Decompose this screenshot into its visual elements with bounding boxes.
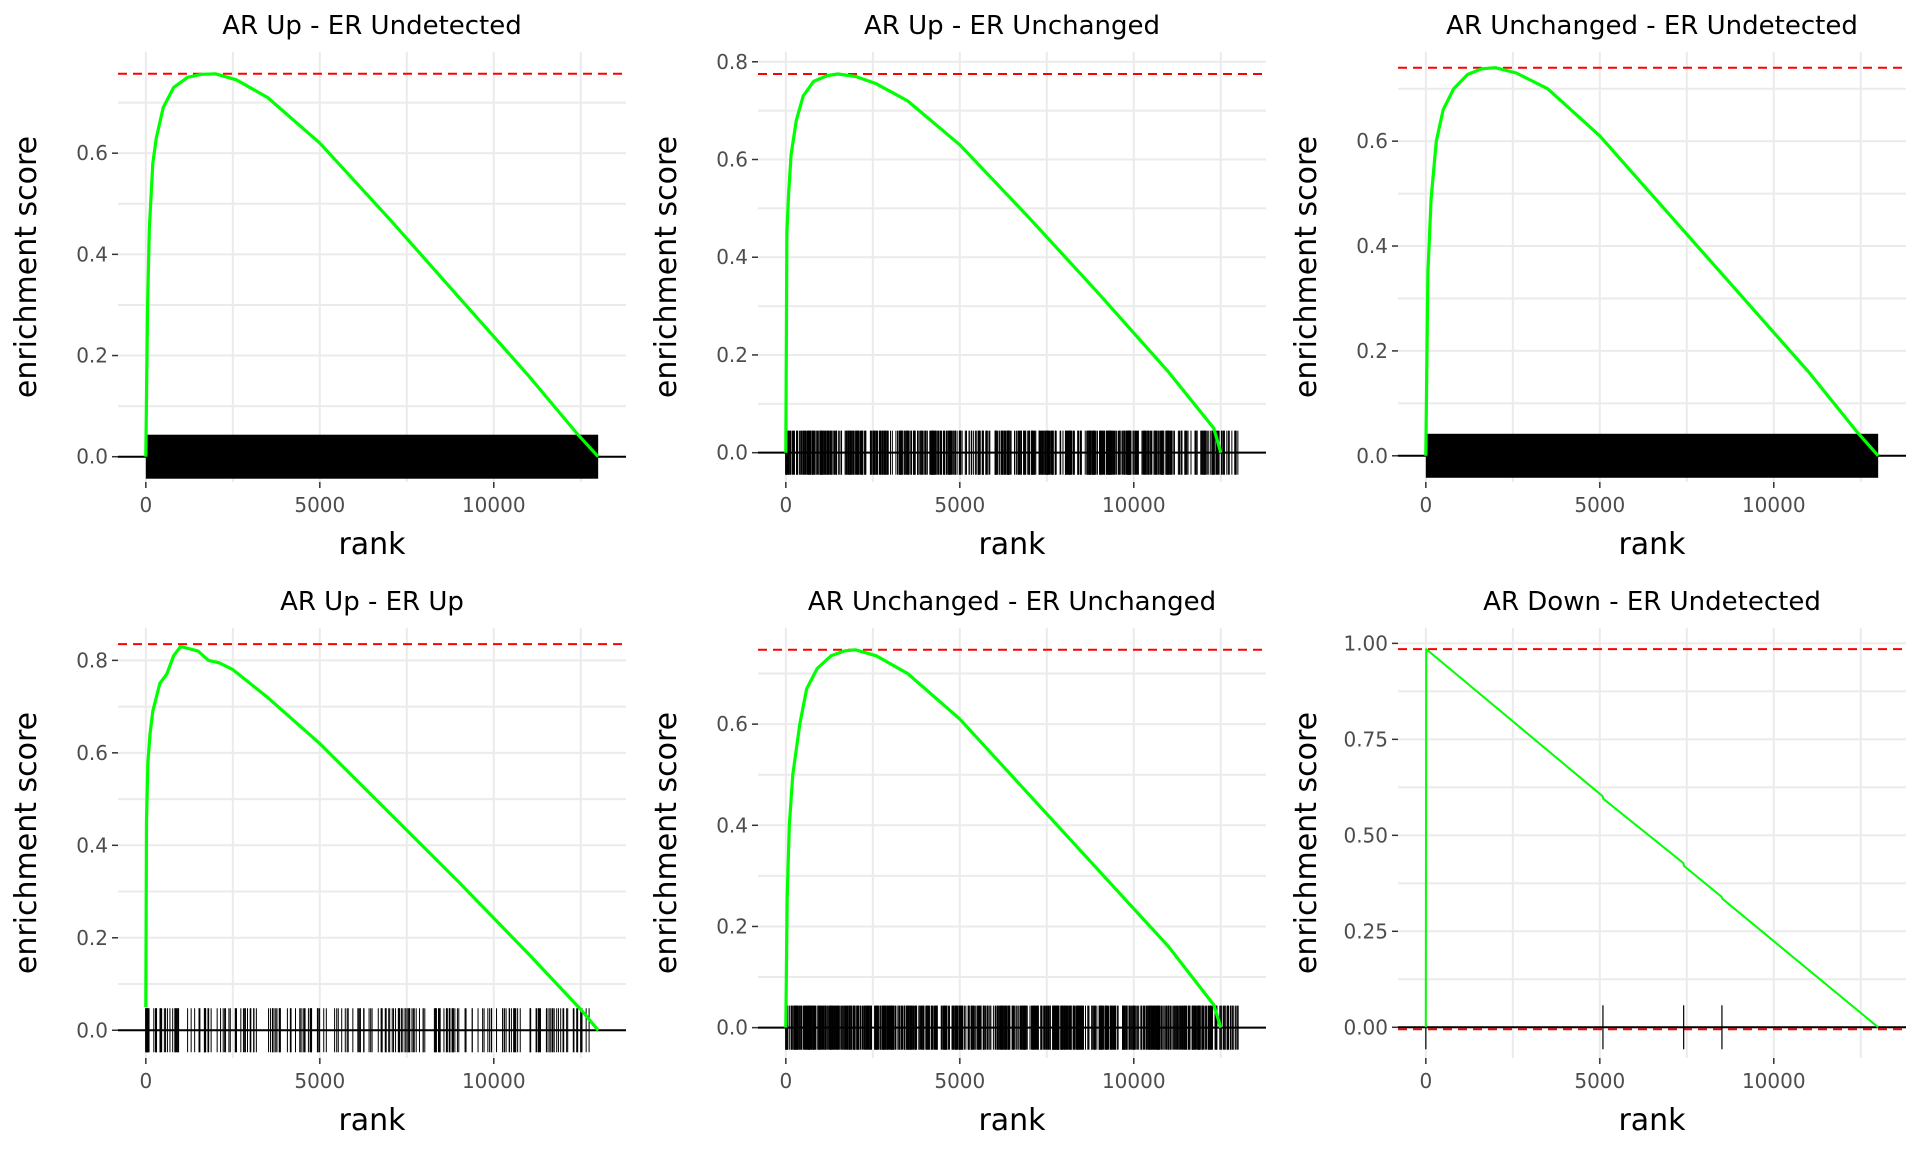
x-tick-label: 0	[139, 493, 152, 517]
x-tick-label: 5000	[294, 493, 345, 517]
y-tick-label: 0.2	[716, 343, 748, 367]
y-tick-label: 0.75	[1343, 727, 1388, 751]
panel-1: AR Up - ER Undetected 0 5000 10000 0.0 0.2 0.4…	[9, 11, 626, 562]
y-tick-label: 0.0	[716, 1016, 748, 1040]
grid	[758, 628, 1266, 1058]
enrichment-curve	[784, 72, 1223, 454]
panel-title: AR Up - ER Unchanged	[864, 11, 1160, 41]
x-tick-label: 10000	[462, 493, 526, 517]
y-axis-title: enrichment score	[1289, 712, 1324, 974]
x-axis-title: rank	[1618, 527, 1686, 562]
y-tick-label: 0.6	[716, 712, 748, 736]
grid	[118, 52, 626, 482]
y-tick-label: 0.0	[1356, 444, 1388, 468]
y-tick-label: 1.00	[1343, 631, 1388, 655]
x-tick-label: 0	[779, 493, 792, 517]
x-tick-label: 10000	[1742, 1069, 1806, 1093]
panel-title: AR Up - ER Undetected	[222, 11, 522, 41]
x-tick-label: 5000	[1574, 1069, 1625, 1093]
x-axis-title: rank	[978, 527, 1046, 562]
grid	[1398, 628, 1906, 1058]
panel-5: AR Unchanged - ER Unchanged 0 5000 10000 0.0…	[649, 587, 1266, 1138]
axes: 0 5000 10000 0.0 0.2 0.4 0.6	[716, 712, 1165, 1093]
enrichment-curve	[1424, 66, 1880, 457]
y-tick-label: 0.0	[76, 1018, 108, 1042]
x-tick-label: 5000	[294, 1069, 345, 1093]
y-tick-label: 0.8	[76, 648, 108, 672]
enrichment-curve	[1424, 648, 1879, 1029]
x-axis-title: rank	[338, 1103, 406, 1138]
y-tick-label: 0.0	[76, 445, 108, 469]
grid	[118, 628, 626, 1058]
y-tick-label: 0.2	[76, 344, 108, 368]
y-tick-label: 0.00	[1343, 1015, 1388, 1039]
y-axis-title: enrichment score	[9, 712, 44, 974]
panel-6: AR Down - ER Undetected 0 5000 10000 0.00 0.2…	[1289, 587, 1906, 1138]
enrichment-curve	[144, 72, 600, 458]
y-tick-label: 0.25	[1343, 919, 1388, 943]
x-axis-title: rank	[978, 1103, 1046, 1138]
grid	[758, 52, 1266, 482]
x-tick-label: 0	[1419, 493, 1432, 517]
y-tick-label: 0.4	[76, 833, 108, 857]
enrichment-curve	[784, 648, 1223, 1029]
x-axis-title: rank	[1618, 1103, 1686, 1138]
axes: 0 5000 10000 0.0 0.2 0.4 0.6 0.8	[76, 648, 525, 1093]
y-tick-label: 0.8	[716, 50, 748, 74]
axes: 0 5000 10000 0.0 0.2 0.4 0.6 0.8	[716, 50, 1165, 517]
x-tick-label: 5000	[934, 1069, 985, 1093]
y-axis-title: enrichment score	[649, 136, 684, 398]
panel-title: AR Up - ER Up	[280, 587, 464, 617]
x-tick-label: 5000	[934, 493, 985, 517]
y-tick-label: 0.6	[1356, 129, 1388, 153]
axes: 0 5000 10000 0.0 0.2 0.4 0.6	[76, 141, 525, 517]
x-tick-label: 0	[779, 1069, 792, 1093]
y-tick-label: 0.6	[76, 741, 108, 765]
x-tick-label: 10000	[1742, 493, 1806, 517]
panel-title: AR Unchanged - ER Undetected	[1446, 11, 1858, 41]
y-tick-label: 0.2	[76, 926, 108, 950]
panel-4: AR Up - ER Up 0 5000 10000 0.0 0.2 0.4 0.6 0.8 ra…	[9, 587, 626, 1138]
y-tick-label: 0.6	[76, 141, 108, 165]
y-tick-label: 0.4	[716, 813, 748, 837]
y-axis-title: enrichment score	[9, 136, 44, 398]
x-tick-label: 10000	[462, 1069, 526, 1093]
x-tick-label: 0	[1419, 1069, 1432, 1093]
panel-3: AR Unchanged - ER Undetected 0 5000 10000 0.…	[1289, 11, 1906, 562]
y-tick-label: 0.2	[1356, 339, 1388, 363]
x-axis-title: rank	[338, 527, 406, 562]
panel-title: AR Down - ER Undetected	[1483, 587, 1821, 617]
axes: 0 5000 10000 0.0 0.2 0.4 0.6	[1356, 129, 1805, 517]
x-tick-label: 0	[139, 1069, 152, 1093]
grid	[1398, 52, 1906, 482]
x-tick-label: 10000	[1102, 493, 1166, 517]
y-tick-label: 0.6	[716, 148, 748, 172]
panel-title: AR Unchanged - ER Unchanged	[808, 587, 1216, 617]
y-tick-label: 0.50	[1343, 823, 1388, 847]
y-tick-label: 0.4	[1356, 234, 1388, 258]
y-tick-label: 0.0	[716, 441, 748, 465]
y-tick-label: 0.4	[76, 242, 108, 266]
y-axis-title: enrichment score	[1289, 136, 1324, 398]
x-tick-label: 10000	[1102, 1069, 1166, 1093]
x-tick-label: 5000	[1574, 493, 1625, 517]
y-tick-label: 0.4	[716, 245, 748, 269]
y-axis-title: enrichment score	[649, 712, 684, 974]
enrichment-curve	[144, 644, 600, 1032]
axes: 0 5000 10000 0.00 0.25 0.50 0.75 1.00	[1343, 631, 1805, 1093]
y-tick-label: 0.2	[716, 914, 748, 938]
